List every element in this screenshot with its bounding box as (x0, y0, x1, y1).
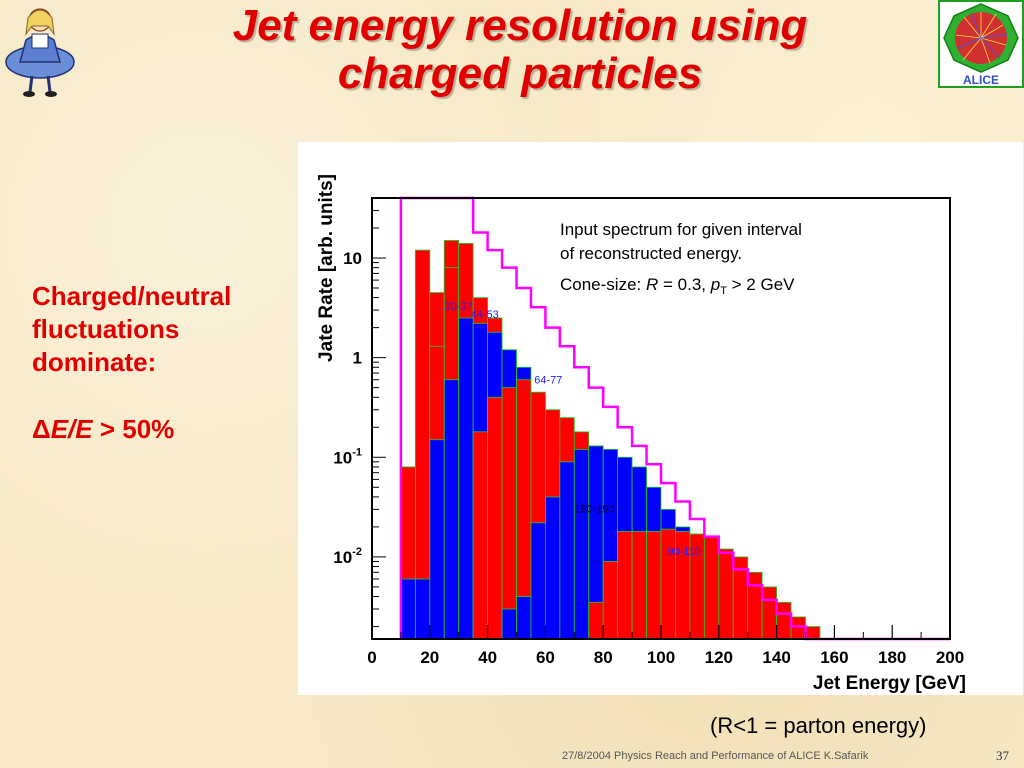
slide-title-line2: charged particles (337, 49, 703, 98)
y-tick-label: 1 (353, 349, 362, 368)
series-range-label: 64-77 (534, 374, 562, 386)
annotation-r-symbol: R (646, 275, 658, 294)
histogram-bar (501, 387, 517, 640)
x-tick-label: 20 (420, 648, 439, 667)
histogram-bar (617, 531, 633, 640)
e-over-e: E/E (50, 414, 93, 444)
plot-panel: 0 20 40 60 80 100 120 140 160 180 200 10 1 10-1 10-2 3… (298, 142, 1023, 695)
y-tick-label: 10-2 (333, 546, 362, 567)
left-text-line1: Charged/neutral (32, 281, 232, 311)
y-tick-label: 10-1 (333, 446, 362, 467)
histogram-bar (414, 578, 431, 640)
x-tick-label: 100 (647, 648, 675, 667)
annotation-line3: Cone-size: R = 0.3, pT > 2 GeV (560, 275, 795, 297)
annotation-line1: Input spectrum for given interval (560, 220, 802, 239)
histogram-bar (790, 616, 806, 640)
histogram-bar (472, 431, 488, 640)
series-range-label: 44-53 (471, 309, 499, 321)
histogram-bar (429, 439, 445, 640)
page-number: 37 (996, 748, 1009, 763)
left-text-block: Charged/neutral fluctuations dominate: Δ… (32, 280, 231, 446)
series-range-label: 160-190 (574, 503, 614, 515)
histogram-bar (530, 522, 546, 640)
x-tick-label: 180 (878, 648, 906, 667)
x-tick-label: 60 (536, 648, 555, 667)
slide-title-line1: Jet energy resolution using (232, 1, 808, 50)
y-tick-exponent: -2 (352, 546, 362, 558)
histogram-bar (501, 608, 517, 640)
y-axis-label: Jate Rate [arb. units] (316, 174, 337, 362)
slide-title: Jet energy resolution using charged part… (120, 2, 920, 98)
histogram-bar (602, 561, 619, 640)
histogram-bar (646, 531, 662, 640)
x-axis-label: Jet Energy [GeV] (813, 673, 966, 694)
annotation-p-sub: T (720, 285, 727, 297)
series-range-label: 90-110 (667, 546, 700, 558)
chart-annotation: Input spectrum for given interval of rec… (560, 220, 802, 297)
histogram-bar (544, 496, 561, 640)
annotation-p-value: > 2 GeV (727, 275, 795, 294)
histogram-bar (776, 601, 792, 640)
y-tick-base: 1 (353, 349, 362, 368)
alice-logo-text: ALICE (963, 73, 999, 87)
histogram-bar (805, 626, 821, 640)
x-tick-label: 140 (762, 648, 790, 667)
histogram-bar (487, 396, 503, 640)
left-text-line2: fluctuations (32, 314, 180, 344)
histogram-bar (516, 596, 532, 640)
histogram-bar (703, 536, 720, 640)
x-tick-label: 0 (367, 648, 376, 667)
parton-energy-note: (R<1 = parton energy) (710, 713, 927, 738)
histogram-bar (443, 379, 460, 640)
histogram-bar (573, 448, 590, 640)
annotation-line2: of reconstructed energy. (560, 244, 742, 263)
resolution-value: > 50% (92, 414, 175, 444)
x-tick-label: 80 (594, 648, 613, 667)
histogram-bar (761, 586, 777, 640)
series-range-label: 30-37 (445, 301, 473, 313)
histogram-bar (718, 548, 734, 640)
histogram-bar (400, 578, 416, 640)
alice-detector-logo: ALICE (938, 0, 1024, 88)
x-tick-label: 200 (936, 648, 964, 667)
histogram-bar (631, 531, 647, 640)
x-tick-label: 40 (478, 648, 497, 667)
annotation-r-value: = 0.3, (658, 275, 710, 294)
y-tick-exponent: -1 (352, 446, 362, 458)
resolution-statement: ΔE/E > 50% (32, 413, 231, 446)
y-tick-label: 10 (343, 249, 362, 268)
histogram-bar (559, 461, 575, 640)
x-tick-label: 160 (820, 648, 848, 667)
delta-symbol: Δ (32, 414, 51, 444)
annotation-prefix: Cone-size: (560, 275, 646, 294)
y-tick-base: 10 (343, 249, 362, 268)
slide-footer: 27/8/2004 Physics Reach and Performance … (562, 750, 869, 762)
histogram-bar (458, 317, 474, 640)
histogram-bar (588, 601, 604, 640)
left-text-line3: dominate: (32, 347, 157, 377)
x-tick-label: 120 (705, 648, 733, 667)
y-tick-base: 10 (333, 548, 352, 567)
y-tick-base: 10 (333, 448, 352, 467)
histogram-bars (400, 240, 821, 640)
histogram-bar (747, 571, 763, 640)
annotation-p-symbol: p (710, 275, 720, 294)
alice-cartoon-logo (5, 8, 75, 97)
